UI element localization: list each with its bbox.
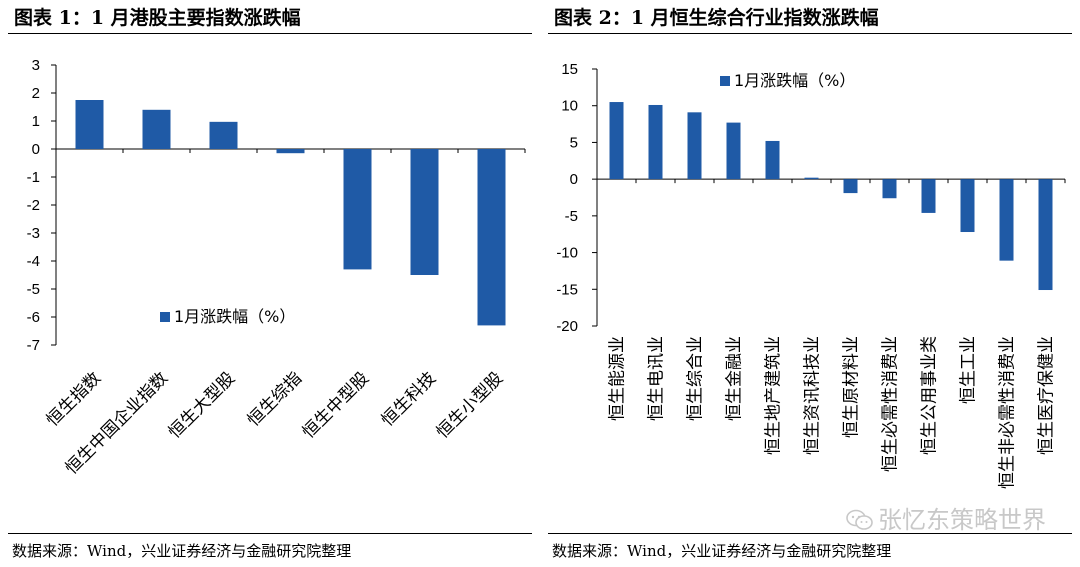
category-label: 恒生指数 [43, 368, 105, 430]
bar [477, 149, 506, 326]
y-tick-label: -5 [565, 208, 578, 225]
category-label: 恒生医疗保健业 [1037, 336, 1057, 455]
category-label: 恒生综合业 [686, 336, 706, 421]
wechat-icon [846, 509, 873, 530]
bar [999, 179, 1014, 261]
y-tick-label: 15 [561, 61, 578, 78]
title-divider [548, 33, 1072, 34]
bar [921, 179, 936, 213]
chart-title: 图表 2：1 月恒生综合行业指数涨跌幅 [554, 7, 879, 29]
category-label: 恒生必需性消费业 [881, 336, 901, 472]
category-label: 恒生非必需性消费业 [998, 336, 1018, 489]
legend-label: 1月涨跌幅（%） [174, 307, 295, 326]
y-tick-label: -7 [27, 337, 40, 354]
y-tick-label: 0 [32, 141, 40, 158]
legend-swatch [160, 312, 170, 322]
category-label: 恒生工业 [959, 336, 979, 404]
source-divider [548, 533, 1072, 534]
bar [765, 140, 780, 180]
bar [843, 179, 858, 194]
y-tick-label: -20 [556, 318, 578, 335]
bar [410, 149, 439, 275]
bar [882, 179, 897, 199]
bar [648, 104, 663, 180]
y-tick-label: 10 [561, 98, 578, 115]
source-divider [8, 533, 532, 534]
bar [276, 149, 305, 154]
chart-title: 图表 1：1 月港股主要指数涨跌幅 [14, 7, 301, 29]
y-tick-label: 3 [32, 57, 40, 74]
left-chart-panel: 图表 1：1 月港股主要指数涨跌幅 3 2 1 0 -1 -2 -3 -4 -5 -6 -7 恒生指数… [8, 7, 532, 560]
category-label: 恒生资讯科技业 [803, 336, 823, 455]
right-chart-panel: 图表 2：1 月恒生综合行业指数涨跌幅 15 10 5 0 -5 -10 -15 -20 恒生能… [540, 0, 1080, 567]
y-tick-label: 5 [570, 134, 578, 151]
category-label: 恒生大型股 [165, 368, 239, 442]
watermark-text: 张忆东策略世界 [878, 506, 1046, 534]
category-label: 恒生金融业 [725, 336, 745, 421]
y-tick-label: -5 [27, 281, 40, 298]
category-label: 恒生综指 [244, 368, 306, 430]
y-tick-label: -6 [27, 309, 40, 326]
y-tick-label: -3 [27, 225, 40, 242]
watermark: 张忆东策略世界 [846, 500, 1046, 535]
category-label: 恒生地产建筑业 [764, 336, 784, 455]
bar [209, 121, 238, 149]
title-divider [8, 33, 532, 34]
y-tick-label: -2 [27, 197, 40, 214]
legend-swatch [720, 76, 730, 86]
category-label: 恒生原材料业 [842, 336, 862, 438]
y-tick-label: -10 [556, 245, 578, 262]
y-tick-label: -15 [556, 281, 578, 298]
category-label: 恒生电讯业 [647, 336, 667, 421]
bar [142, 109, 171, 149]
category-label: 恒生小型股 [433, 368, 507, 442]
y-tick-label: 2 [32, 85, 40, 102]
category-label: 恒生公用事业类 [920, 336, 940, 455]
bar [1038, 179, 1053, 291]
bar [343, 149, 372, 270]
bar [960, 179, 975, 233]
category-label: 恒生中型股 [299, 368, 373, 442]
y-tick-label: -1 [27, 169, 40, 186]
legend-label: 1月涨跌幅（%） [734, 71, 855, 90]
source-note: 数据来源：Wind，兴业证券经济与金融研究院整理 [552, 542, 892, 560]
bar-chart-hs-sectors: 15 10 5 0 -5 -10 -15 -20 恒生能源业 恒生电讯业 恒生综合业 恒生金融业 恒生地… [556, 61, 1066, 489]
y-tick-label: 1 [32, 113, 40, 130]
bar [75, 100, 104, 149]
category-label: 恒生能源业 [608, 336, 628, 421]
bar [726, 122, 741, 180]
y-tick-label: 0 [570, 171, 578, 188]
y-tick-label: -4 [27, 253, 40, 270]
bar [687, 112, 702, 180]
bar [804, 177, 819, 180]
category-label: 恒生科技 [378, 368, 440, 430]
bar [609, 102, 624, 180]
source-note: 数据来源：Wind，兴业证券经济与金融研究院整理 [12, 542, 352, 560]
